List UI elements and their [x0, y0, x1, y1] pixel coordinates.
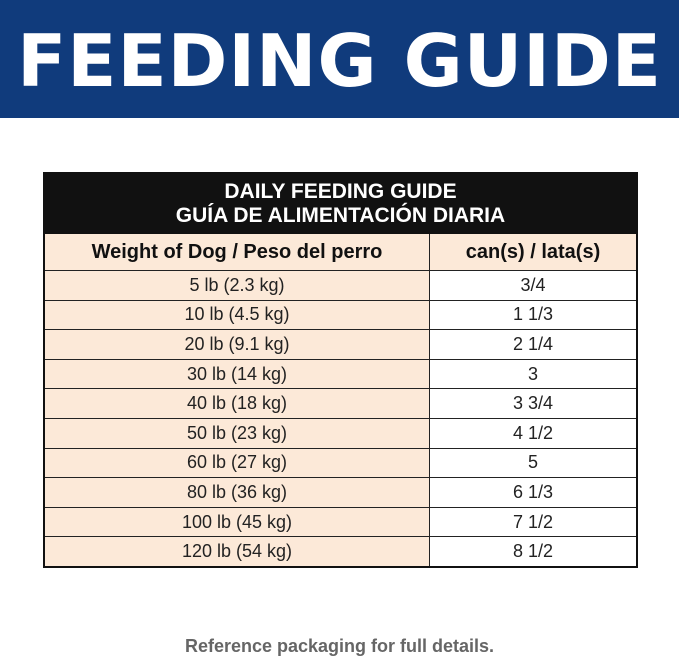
- column-header: can(s) / lata(s): [430, 234, 636, 270]
- table-cell: 60 lb (27 kg): [45, 448, 430, 478]
- table-cell: 5 lb (2.3 kg): [45, 271, 430, 300]
- table-cell: 40 lb (18 kg): [45, 389, 430, 418]
- table-row: 50 lb (23 kg) 4 1/2: [45, 417, 636, 448]
- table-cell: 50 lb (23 kg): [45, 418, 430, 448]
- title-line: DAILY FEEDING GUIDE: [224, 180, 457, 203]
- table-cell: 3 3/4: [430, 389, 636, 418]
- table-cell: 30 lb (14 kg): [45, 359, 430, 389]
- table-row: 60 lb (27 kg) 5: [45, 447, 636, 478]
- table-row: 120 lb (54 kg) 8 1/2: [45, 536, 636, 566]
- table-row: 20 lb (9.1 kg) 2 1/4: [45, 329, 636, 359]
- column-header: Weight of Dog / Peso del perro: [45, 234, 430, 270]
- table-cell: 5: [430, 448, 636, 478]
- feeding-table: DAILY FEEDING GUIDE GUÍA DE ALIMENTACIÓN…: [43, 172, 638, 568]
- table-row: 40 lb (18 kg) 3 3/4: [45, 388, 636, 418]
- footer-note: Reference packaging for full details.: [184, 636, 495, 656]
- table-cell: 120 lb (54 kg): [45, 537, 430, 566]
- table-cell: 2 1/4: [430, 330, 636, 359]
- table-row: 30 lb (14 kg) 3: [45, 358, 636, 389]
- table-cell: 100 lb (45 kg): [45, 507, 430, 537]
- title-line: GUÍA DE ALIMENTACIÓN DIARIA: [175, 204, 506, 227]
- header-row: Weight of Dog / Peso del perro can(s) / …: [45, 234, 636, 270]
- table-cell: 1 1/3: [430, 300, 636, 330]
- table-cell: 20 lb (9.1 kg): [45, 330, 430, 359]
- table-cell: 3: [430, 359, 636, 389]
- table-cell: 7 1/2: [430, 507, 636, 537]
- table-cell: 80 lb (36 kg): [45, 478, 430, 507]
- banner-title: FEEDING GUIDE: [0, 0, 679, 118]
- table-row: 5 lb (2.3 kg) 3/4: [45, 270, 636, 300]
- table-cell: 3/4: [430, 271, 636, 300]
- table-row: 80 lb (36 kg) 6 1/3: [45, 477, 636, 507]
- table-cell: 10 lb (4.5 kg): [45, 300, 430, 330]
- table-cell: 4 1/2: [430, 418, 636, 448]
- table-cell: 8 1/2: [430, 537, 636, 566]
- table-title: DAILY FEEDING GUIDE GUÍA DE ALIMENTACIÓN…: [45, 174, 636, 234]
- table-row: 10 lb (4.5 kg) 1 1/3: [45, 299, 636, 330]
- table-row: 100 lb (45 kg) 7 1/2: [45, 506, 636, 537]
- table-cell: 6 1/3: [430, 478, 636, 507]
